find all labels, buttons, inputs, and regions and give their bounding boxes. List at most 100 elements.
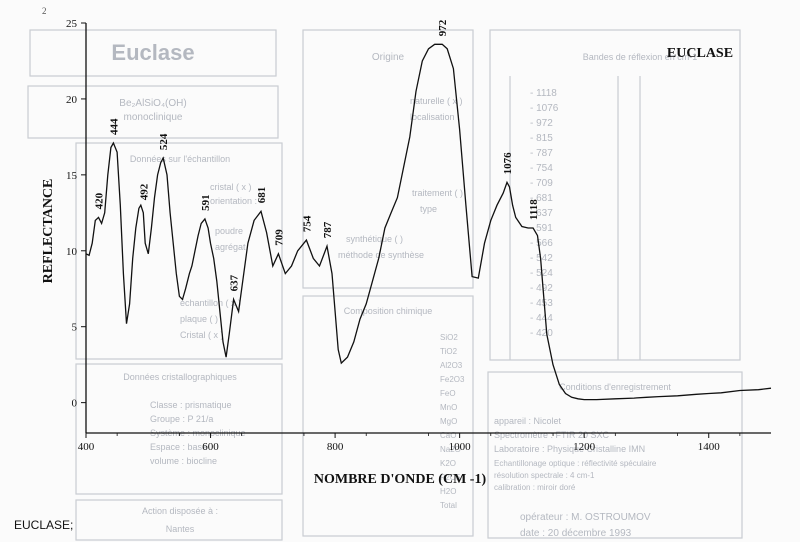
form-peak-item: - 709 xyxy=(530,178,553,189)
x-tick-label: 1200 xyxy=(573,441,596,453)
chart-title: EUCLASE xyxy=(667,46,733,61)
peak-label: 787 xyxy=(322,221,334,238)
form-crystallo-line: Groupe : P 21/a xyxy=(150,414,213,424)
form-sample-line: poudre xyxy=(215,226,243,236)
form-chemistry-item: H2O xyxy=(440,487,456,496)
form-operator-line: date : 20 décembre 1993 xyxy=(520,528,632,539)
form-chemistry-item: MnO xyxy=(440,403,457,412)
x-axis-label: NOMBRE D'ONDE (CM -1) xyxy=(314,472,487,487)
corner-mark: 2 xyxy=(42,6,47,16)
form-chemistry-item: Fe2O3 xyxy=(440,375,465,384)
form-peak-item: - 681 xyxy=(530,193,553,204)
peak-label: 681 xyxy=(256,187,268,204)
form-title: Euclase xyxy=(111,40,194,65)
form-peak-item: - 787 xyxy=(530,148,553,159)
form-conditions-line: Echantillonage optique : réflectivité sp… xyxy=(494,459,657,468)
peak-label: 492 xyxy=(138,183,150,200)
y-axis-label: REFLECTANCE xyxy=(41,179,56,284)
form-treatment-line: traitement ( ) xyxy=(412,188,463,198)
form-peak-item: - 815 xyxy=(530,133,553,144)
peak-label: 420 xyxy=(94,192,106,209)
form-origin-header: Origine xyxy=(372,52,405,63)
form-sample-line: échantillon ( x ) xyxy=(180,298,241,308)
form-peak-item: - 566 xyxy=(530,238,553,249)
form-chemistry-item: P2O5 xyxy=(440,473,461,482)
form-sample-line: orientation : xyxy=(210,196,257,206)
form-conditions-line: calibration : miroir doré xyxy=(494,483,576,492)
x-tick-label: 600 xyxy=(202,441,219,453)
form-synthetic-line: synthétique ( ) xyxy=(346,234,403,244)
y-tick-label: 0 xyxy=(72,398,78,410)
x-tick-label: 800 xyxy=(327,441,344,453)
form-conditions-line: Laboratoire : Physique Cristalline IMN xyxy=(494,444,645,454)
form-sample-line: agrégat xyxy=(215,242,246,252)
form-origin-line: localisation : xyxy=(410,112,460,122)
form-title-box xyxy=(29,29,277,77)
form-chemistry-item: FeO xyxy=(440,389,456,398)
form-conditions-header: Conditions d'enregistrement xyxy=(559,382,671,392)
form-peak-item: - 420 xyxy=(530,328,553,339)
form-peak-item: - 637 xyxy=(530,208,553,219)
form-peaks-box xyxy=(489,29,741,361)
form-peaks-header: Bandes de réflexion en cm-1 xyxy=(583,52,698,62)
form-system: monoclinique xyxy=(124,112,183,123)
form-formula-box xyxy=(27,85,279,139)
form-peak-item: - 444 xyxy=(530,313,553,324)
form-chemistry-item: SiO2 xyxy=(440,333,458,342)
form-peak-item: - 542 xyxy=(530,253,553,264)
form-crystallo-line: volume : biocline xyxy=(150,456,217,466)
peak-label: 1118 xyxy=(528,199,540,220)
peak-label: 524 xyxy=(158,133,170,150)
peak-label: 1076 xyxy=(502,152,514,175)
x-tick-label: 1400 xyxy=(698,441,721,453)
form-operator-line: opérateur : M. OSTROUMOV xyxy=(520,512,651,523)
form-action-header: Action disposée à : xyxy=(142,506,218,516)
form-peak-item: - 1118 xyxy=(530,88,557,99)
form-conditions-line: Spectromètre : FTIR 20 SXC xyxy=(494,430,610,440)
form-sample-box xyxy=(75,142,283,360)
image-caption: EUCLASE; xyxy=(14,518,74,532)
x-tick-label: 400 xyxy=(78,441,95,453)
form-treatment-line: type xyxy=(420,204,437,214)
form-synthetic-line: méthode de synthèse xyxy=(338,250,424,260)
form-chemistry-header: Composition chimique xyxy=(344,306,433,316)
form-sample-line: Cristal ( x ) xyxy=(180,330,224,340)
form-chemistry-item: Al2O3 xyxy=(440,361,463,370)
form-action-box xyxy=(75,499,283,541)
form-origin-box xyxy=(302,29,474,289)
form-conditions-line: résolution spectrale : 4 cm-1 xyxy=(494,471,595,480)
form-sample-line: cristal ( x ) xyxy=(210,182,252,192)
y-tick-label: 10 xyxy=(66,246,78,258)
form-peak-item: - 453 xyxy=(530,298,553,309)
form-origin-line: naturelle ( x ) xyxy=(410,96,463,106)
form-crystallo-header: Données cristallographiques xyxy=(123,372,237,382)
form-crystallo-box xyxy=(75,363,283,495)
reflectance-series-line xyxy=(85,43,772,401)
form-sample-header: Données sur l'échantillon xyxy=(130,154,230,164)
peak-label: 972 xyxy=(437,19,449,36)
peak-label: 637 xyxy=(229,274,241,291)
peak-label: 444 xyxy=(108,118,120,135)
form-chemistry-item: K2O xyxy=(440,459,456,468)
form-chemistry-item: TiO2 xyxy=(440,347,458,356)
form-crystallo-line: Classe : prismatique xyxy=(150,400,232,410)
form-crystallo-line: Espace : base xyxy=(150,442,207,452)
peak-label: 591 xyxy=(200,194,212,211)
form-chemistry-item: Na2O xyxy=(440,445,461,454)
x-tick-label: 1000 xyxy=(449,441,472,453)
form-chemistry-item: CaO xyxy=(440,431,456,440)
y-tick-label: 20 xyxy=(66,94,78,106)
form-formula: Be₂AlSiO₄(OH) xyxy=(119,98,186,109)
form-peak-item: - 754 xyxy=(530,163,553,174)
peak-label: 709 xyxy=(273,229,285,246)
y-tick-label: 15 xyxy=(66,170,78,182)
form-conditions-line: appareil : Nicolet xyxy=(494,416,562,426)
form-chemistry-item: Total xyxy=(440,501,457,510)
form-action-line: Nantes xyxy=(166,524,195,534)
form-conditions-box xyxy=(487,371,743,539)
form-peak-item: - 591 xyxy=(530,223,553,234)
form-sample-line: plaque ( ) xyxy=(180,314,218,324)
form-peak-item: - 1076 xyxy=(530,103,559,114)
form-peak-item: - 492 xyxy=(530,283,553,294)
